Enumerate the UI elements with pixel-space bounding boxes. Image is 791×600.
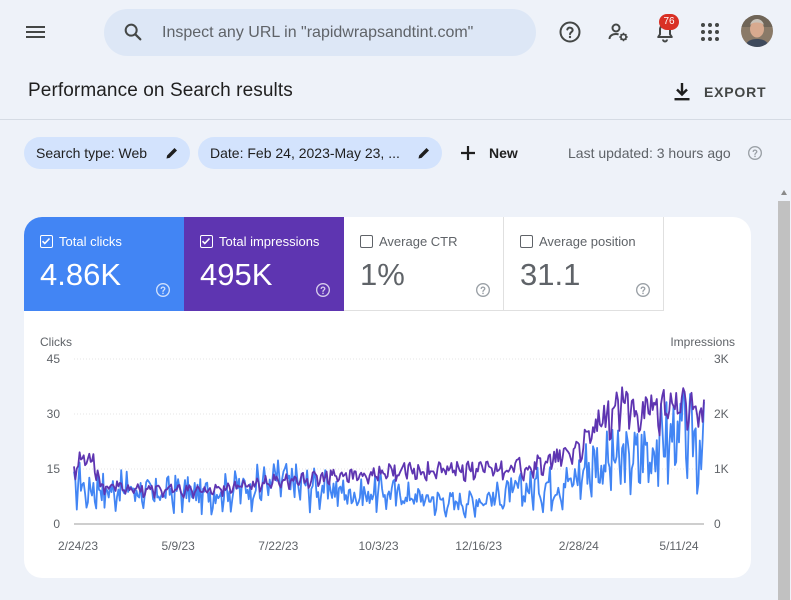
help-icon[interactable] (315, 282, 331, 298)
export-button[interactable]: EXPORT (672, 78, 766, 106)
right-tick-label: 2K (714, 407, 729, 421)
date-filter-label: Date: Feb 24, 2023-May 23, ... (210, 145, 400, 161)
apps-grid-icon[interactable] (690, 12, 730, 52)
left-tick-label: 0 (53, 517, 60, 531)
new-filter-label: New (489, 145, 518, 161)
x-tick-label: 2/24/23 (58, 539, 98, 553)
x-tick-label: 10/3/23 (358, 539, 398, 553)
left-tick-label: 45 (47, 352, 61, 366)
page-header: Performance on Search results EXPORT (0, 64, 791, 120)
performance-chart: Clicks Impressions 0 15 30 45 0 1K 2K 3K 2/24/23… (40, 335, 735, 553)
help-icon[interactable] (635, 282, 651, 298)
total-clicks-metric[interactable]: Total clicks 4.86K (24, 217, 184, 311)
right-tick-label: 0 (714, 517, 721, 531)
total-clicks-value: 4.86K (40, 257, 122, 292)
manage-users-icon[interactable] (598, 12, 638, 52)
help-icon[interactable] (475, 282, 491, 298)
average-position-checkbox[interactable] (520, 235, 533, 248)
search-icon (124, 23, 142, 41)
search-input[interactable] (162, 9, 522, 56)
total-impressions-checkbox[interactable] (200, 235, 213, 248)
total-clicks-checkbox[interactable] (40, 235, 53, 248)
scroll-up-arrow-icon[interactable] (781, 190, 787, 195)
average-ctr-checkbox[interactable] (360, 235, 373, 248)
average-ctr-metric[interactable]: Average CTR 1% (344, 217, 504, 311)
help-icon[interactable] (155, 282, 171, 298)
right-tick-label: 3K (714, 352, 729, 366)
total-clicks-label: Total clicks (59, 234, 122, 249)
help-icon[interactable] (550, 12, 590, 52)
right-tick-label: 1K (714, 462, 729, 476)
search-type-filter-label: Search type: Web (36, 145, 148, 161)
left-axis-label: Clicks (40, 335, 72, 349)
impressions-series-line (73, 386, 705, 499)
scrollbar-thumb[interactable] (778, 201, 790, 600)
x-tick-label: 2/28/24 (559, 539, 599, 553)
notifications-count-badge: 76 (659, 14, 679, 30)
right-axis-label: Impressions (670, 335, 735, 349)
new-filter-button[interactable]: New (459, 140, 518, 166)
total-impressions-metric[interactable]: Total impressions 495K (184, 217, 344, 311)
average-ctr-label: Average CTR (379, 234, 458, 249)
x-tick-label: 7/22/23 (258, 539, 298, 553)
date-filter-chip[interactable]: Date: Feb 24, 2023-May 23, ... (198, 137, 442, 169)
total-impressions-label: Total impressions (219, 234, 320, 249)
x-tick-label: 12/16/23 (455, 539, 502, 553)
x-tick-label: 5/11/24 (659, 539, 698, 553)
left-tick-label: 30 (47, 407, 61, 421)
performance-card: Total clicks 4.86K Total impressions 495… (24, 217, 751, 578)
left-tick-label: 15 (47, 462, 61, 476)
total-impressions-value: 495K (200, 257, 273, 292)
x-tick-label: 5/9/23 (161, 539, 195, 553)
account-avatar[interactable] (741, 15, 773, 47)
average-position-metric[interactable]: Average position 31.1 (504, 217, 664, 311)
top-app-bar: 76 (0, 0, 791, 64)
search-type-filter-chip[interactable]: Search type: Web (24, 137, 190, 169)
download-icon (674, 83, 690, 101)
edit-pencil-icon (418, 148, 429, 159)
url-inspection-search[interactable] (104, 9, 536, 56)
plus-icon (461, 146, 475, 160)
export-label: EXPORT (704, 84, 767, 100)
last-updated-help-icon[interactable] (747, 145, 763, 161)
average-ctr-value: 1% (360, 257, 405, 292)
average-position-value: 31.1 (520, 257, 581, 292)
page-title: Performance on Search results (28, 80, 293, 101)
average-position-label: Average position (539, 234, 636, 249)
menu-icon[interactable] (24, 20, 48, 44)
edit-pencil-icon (166, 148, 177, 159)
last-updated-text: Last updated: 3 hours ago (568, 145, 731, 161)
